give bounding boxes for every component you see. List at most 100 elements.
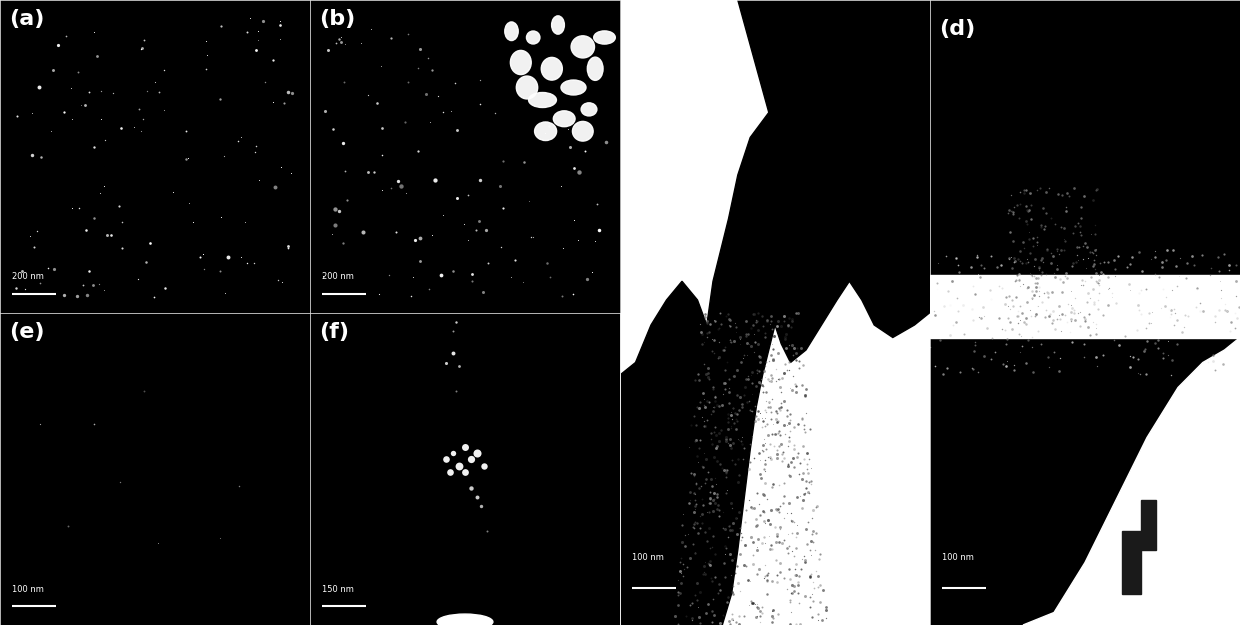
Point (668, 587, 688, 597)
Point (771, 449, 791, 459)
Point (749, 414, 769, 424)
Point (326, 38, 346, 48)
Point (781, 516, 801, 526)
Point (802, 612, 822, 622)
Point (179, 199, 198, 209)
Point (1161, 370, 1180, 380)
Point (678, 529, 698, 539)
Point (1174, 311, 1194, 321)
Point (1061, 314, 1081, 324)
Point (1040, 213, 1060, 223)
Point (750, 408, 770, 418)
Point (1225, 308, 1240, 318)
Point (701, 543, 720, 553)
Point (1105, 334, 1125, 344)
Point (742, 322, 761, 332)
Point (749, 499, 769, 509)
Point (1084, 248, 1104, 258)
Point (1007, 311, 1027, 321)
Point (764, 606, 784, 616)
Point (763, 576, 782, 586)
Point (780, 619, 800, 625)
Point (1136, 322, 1156, 332)
Point (197, 50, 217, 60)
Point (211, 213, 231, 222)
Point (766, 414, 786, 424)
Point (795, 489, 815, 499)
Point (693, 569, 713, 579)
Point (766, 429, 786, 439)
Point (720, 421, 740, 431)
Point (775, 359, 795, 369)
Point (781, 316, 801, 326)
Point (732, 399, 751, 409)
Point (770, 382, 790, 392)
Point (782, 580, 802, 590)
Point (551, 181, 570, 191)
Point (1070, 230, 1090, 240)
Point (697, 507, 717, 517)
Point (804, 577, 823, 587)
Point (784, 422, 804, 432)
Point (1084, 261, 1104, 271)
Point (1009, 329, 1029, 339)
Point (782, 528, 802, 538)
Point (785, 564, 805, 574)
Point (1025, 286, 1045, 296)
Point (673, 571, 693, 581)
Point (999, 253, 1019, 263)
Point (696, 478, 715, 488)
Point (784, 581, 804, 591)
Point (702, 334, 722, 344)
Point (129, 104, 149, 114)
Point (802, 589, 822, 599)
Point (794, 441, 813, 451)
Point (998, 313, 1018, 323)
Point (763, 373, 782, 383)
Point (145, 78, 165, 88)
Point (946, 253, 966, 262)
Point (668, 599, 688, 609)
Point (697, 332, 717, 342)
Point (1016, 318, 1035, 328)
Point (1011, 187, 1030, 197)
Point (668, 589, 688, 599)
Point (434, 210, 454, 220)
Point (1084, 317, 1104, 327)
Point (774, 478, 794, 488)
Point (1130, 306, 1149, 316)
Point (755, 405, 775, 415)
Point (513, 277, 533, 287)
Point (76, 225, 95, 235)
Point (785, 586, 805, 596)
Point (734, 559, 754, 569)
Point (987, 262, 1007, 272)
Point (734, 390, 754, 400)
Point (1007, 275, 1027, 285)
Point (758, 452, 777, 462)
Point (691, 511, 711, 521)
Point (729, 332, 749, 342)
Point (1220, 326, 1240, 336)
Point (1008, 309, 1028, 319)
Point (1027, 273, 1047, 283)
Point (780, 595, 800, 605)
Point (1084, 259, 1104, 269)
Point (709, 579, 729, 589)
Point (1017, 258, 1037, 268)
Point (928, 284, 947, 294)
Point (270, 20, 290, 30)
Point (1226, 276, 1240, 286)
Point (928, 258, 947, 268)
Point (940, 299, 960, 309)
Point (789, 356, 808, 366)
Point (709, 505, 729, 515)
Point (769, 426, 789, 436)
Point (937, 286, 957, 296)
Point (758, 315, 777, 325)
Text: (e): (e) (9, 322, 45, 342)
Point (730, 549, 750, 559)
Point (681, 553, 701, 563)
Point (724, 418, 744, 428)
Point (415, 89, 435, 99)
